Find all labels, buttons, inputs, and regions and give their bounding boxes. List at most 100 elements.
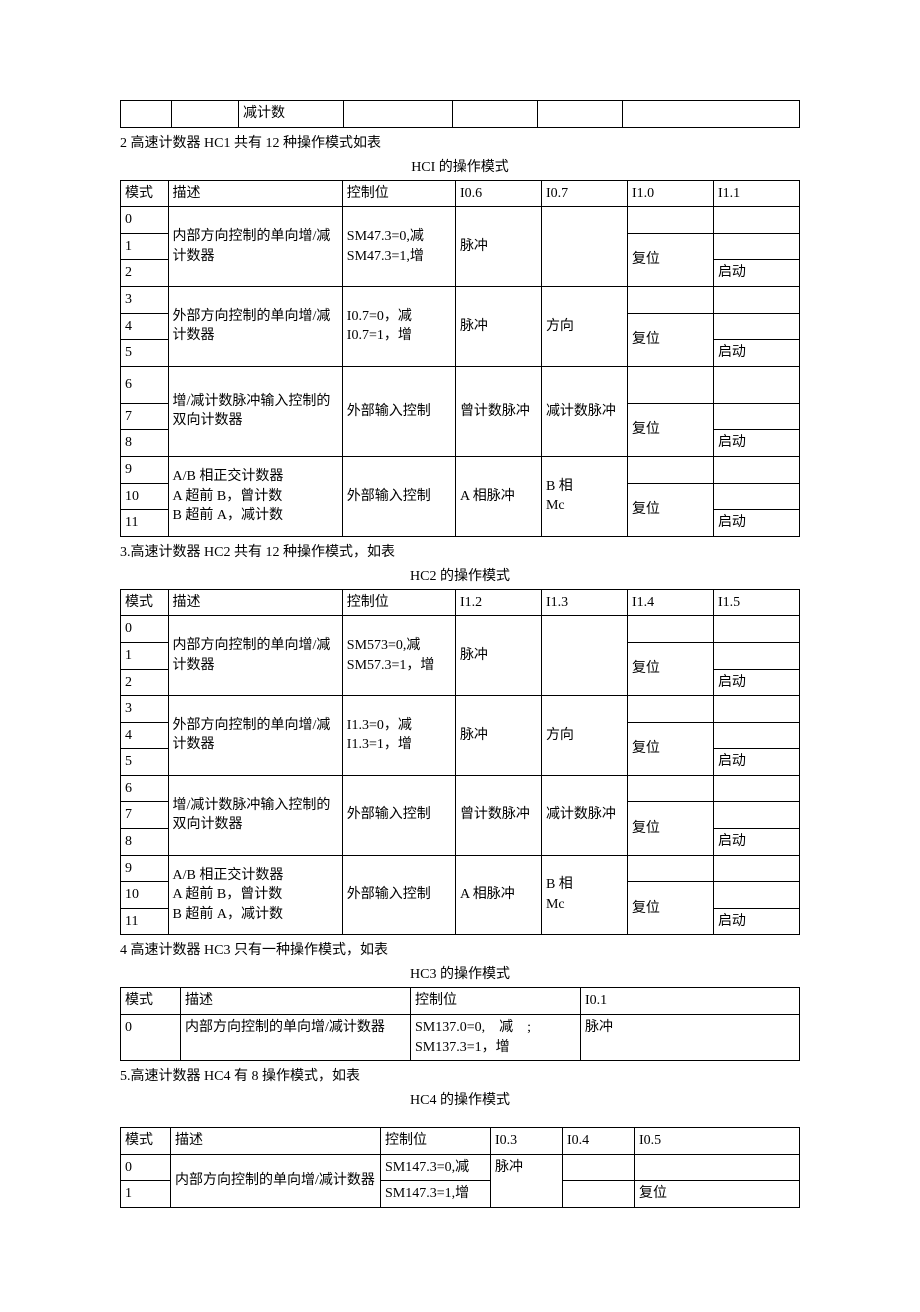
io-cell: A 相脉冲 [455,456,541,536]
io-cell [563,1181,635,1208]
table-row: 0 内部方向控制的单向增/减计数器 SM573=0,减 SM57.3=1，增 脉… [121,616,800,643]
mode-cell: 8 [121,829,169,856]
table-row: 3 外部方向控制的单向增/减计数器 I1.3=0，减 I1.3=1，增 脉冲 方… [121,696,800,723]
mode-cell: 0 [121,1154,171,1181]
ctrl-cell: SM147.3=0,减 [381,1154,491,1181]
io-cell [713,233,799,260]
io-cell [541,207,627,287]
io-cell: 启动 [713,908,799,935]
hc3-caption: HC3 的操作模式 [120,963,800,983]
table-row: 模式 描述 控制位 I0.3 I0.4 I0.5 [121,1128,800,1155]
io-cell [627,366,713,403]
io-cell [713,722,799,749]
io-cell [713,483,799,510]
mode-cell: 0 [121,207,169,234]
desc-cell: A/B 相正交计数器 A 超前 B，曾计数 B 超前 A，减计数 [168,456,342,536]
table-row: 3 外部方向控制的单向增/减计数器 I0.7=0，减 I0.7=1，增 脉冲 方… [121,286,800,313]
table-row: 模式 描述 控制位 I1.2 I1.3 I1.4 I1.5 [121,589,800,616]
table-row: 模式 描述 控制位 I0.6 I0.7 I1.0 I1.1 [121,180,800,207]
ctrl-cell: SM147.3=1,增 [381,1181,491,1208]
io-cell: 脉冲 [455,696,541,776]
io-cell [713,802,799,829]
col-io: I1.3 [541,589,627,616]
col-io: I1.2 [455,589,541,616]
col-io: I0.3 [491,1128,563,1155]
ctrl-cell: I1.3=0，减 I1.3=1，增 [342,696,455,776]
col-io: I0.7 [541,180,627,207]
col-io: I1.1 [713,180,799,207]
io-cell [713,696,799,723]
io-cell: 脉冲 [455,286,541,366]
io-cell [627,855,713,882]
io-cell: 复位 [627,233,713,286]
table-row: 0 内部方向控制的单向增/减计数器 SM147.3=0,减 脉冲 [121,1154,800,1181]
ctrl-cell: 外部输入控制 [342,366,455,456]
col-io: I0.4 [563,1128,635,1155]
io-cell: 启动 [713,430,799,457]
io-cell: 复位 [627,882,713,935]
desc-cell: 内部方向控制的单向增/减计数器 [168,616,342,696]
mode-cell: 4 [121,313,169,340]
mode-cell: 0 [121,616,169,643]
hc2-intro: 3.高速计数器 HC2 共有 12 种操作模式，如表 [120,541,800,561]
desc-cell: A/B 相正交计数器 A 超前 B，曾计数 B 超前 A，减计数 [168,855,342,935]
table-row: 6 增/减计数脉冲输入控制的双向计数器 外部输入控制 曾计数脉冲 减计数脉冲 [121,366,800,403]
stub-cell [623,101,800,128]
io-cell [713,313,799,340]
hc3-table: 模式 描述 控制位 I0.1 0 内部方向控制的单向增/减计数器 SM137.0… [120,987,800,1061]
io-cell: 复位 [635,1181,800,1208]
mode-cell: 10 [121,882,169,909]
io-cell [627,207,713,234]
mode-cell: 3 [121,696,169,723]
mode-cell: 1 [121,642,169,669]
ctrl-cell: SM47.3=0,减 SM47.3=1,增 [342,207,455,287]
mode-cell: 0 [121,1015,181,1061]
stub-cell [453,101,538,128]
io-cell: 复位 [627,313,713,366]
io-cell: 启动 [713,829,799,856]
desc-cell: 外部方向控制的单向增/减计数器 [168,286,342,366]
mode-cell: 1 [121,233,169,260]
hc4-table: 模式 描述 控制位 I0.3 I0.4 I0.5 0 内部方向控制的单向增/减计… [120,1127,800,1208]
desc-cell: 内部方向控制的单向增/减计数器 [168,207,342,287]
stub-table: 减计数 [120,100,800,128]
hc2-table: 模式 描述 控制位 I1.2 I1.3 I1.4 I1.5 0 内部方向控制的单… [120,589,800,936]
mode-cell: 5 [121,340,169,367]
mode-cell: 8 [121,430,169,457]
table-row: 减计数 [121,101,800,128]
stub-cell [538,101,623,128]
io-cell: 方向 [541,696,627,776]
io-cell [627,456,713,483]
mode-cell: 9 [121,855,169,882]
ctrl-cell: I0.7=0，减 I0.7=1，增 [342,286,455,366]
col-mode: 模式 [121,988,181,1015]
desc-cell: 外部方向控制的单向增/减计数器 [168,696,342,776]
hc1-caption: HCI 的操作模式 [120,156,800,176]
col-io: I0.5 [635,1128,800,1155]
io-cell: 减计数脉冲 [541,366,627,456]
io-cell [541,616,627,696]
col-io: I1.4 [627,589,713,616]
col-ctrl: 控制位 [342,180,455,207]
col-io: I0.1 [581,988,800,1015]
io-cell: 脉冲 [581,1015,800,1061]
io-cell [713,882,799,909]
io-cell: 启动 [713,749,799,776]
mode-cell: 2 [121,669,169,696]
io-cell: 脉冲 [455,616,541,696]
mode-cell: 6 [121,366,169,403]
io-cell: 启动 [713,260,799,287]
col-desc: 描述 [168,180,342,207]
io-cell: 减计数脉冲 [541,775,627,855]
col-ctrl: 控制位 [411,988,581,1015]
stub-cell [121,101,172,128]
io-cell: A 相脉冲 [455,855,541,935]
col-mode: 模式 [121,180,169,207]
ctrl-cell: 外部输入控制 [342,855,455,935]
hc4-caption: HC4 的操作模式 [120,1089,800,1109]
mode-cell: 6 [121,775,169,802]
io-cell: 方向 [541,286,627,366]
hc4-intro: 5.高速计数器 HC4 有 8 操作模式，如表 [120,1065,800,1085]
io-cell: 曾计数脉冲 [455,775,541,855]
io-cell [713,456,799,483]
